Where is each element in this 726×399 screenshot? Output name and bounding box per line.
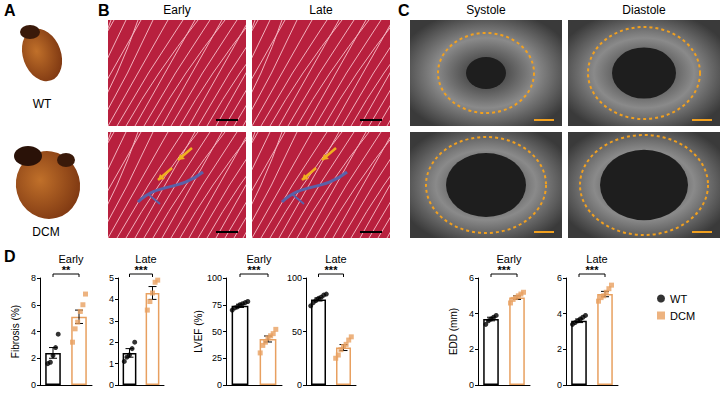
svg-text:2: 2 [109, 337, 114, 347]
svg-text:Systole: Systole [466, 3, 506, 17]
svg-text:Early: Early [163, 3, 190, 17]
svg-text:0: 0 [31, 380, 36, 390]
svg-text:50: 50 [292, 327, 302, 337]
svg-text:4: 4 [557, 309, 562, 319]
svg-text:***: *** [586, 264, 600, 276]
svg-text:A: A [4, 2, 16, 19]
svg-text:EDD (mm): EDD (mm) [448, 308, 459, 355]
svg-text:Late: Late [325, 253, 346, 265]
svg-text:Late: Late [309, 3, 333, 17]
svg-text:100: 100 [207, 273, 222, 283]
svg-text:WT: WT [670, 293, 687, 305]
svg-text:***: *** [498, 264, 512, 276]
svg-text:0: 0 [297, 380, 302, 390]
svg-text:100: 100 [287, 273, 302, 283]
svg-text:4: 4 [469, 309, 474, 319]
svg-text:5: 5 [109, 273, 114, 283]
svg-text:Early: Early [58, 253, 84, 265]
svg-text:***: *** [135, 264, 149, 276]
svg-text:Late: Late [135, 253, 156, 265]
html-text:D: D [4, 248, 16, 265]
svg-text:0: 0 [217, 380, 222, 390]
svg-text:3: 3 [109, 316, 114, 326]
svg-text:8: 8 [31, 273, 36, 283]
svg-text:50: 50 [212, 327, 222, 337]
svg-text:1: 1 [109, 359, 114, 369]
svg-text:6: 6 [31, 300, 36, 310]
svg-text:0: 0 [557, 380, 562, 390]
svg-text:DCM: DCM [670, 310, 695, 322]
svg-text:Diastole: Diastole [622, 3, 666, 17]
svg-text:2: 2 [31, 353, 36, 363]
svg-text:6: 6 [557, 273, 562, 283]
svg-text:4: 4 [31, 327, 36, 337]
svg-text:Early: Early [246, 253, 272, 265]
svg-text:25: 25 [212, 353, 222, 363]
svg-text:***: *** [325, 264, 339, 276]
svg-text:75: 75 [212, 300, 222, 310]
svg-text:6: 6 [469, 273, 474, 283]
svg-text:DCM: DCM [32, 225, 59, 239]
svg-text:LVEF (%): LVEF (%) [193, 310, 204, 353]
svg-text:2: 2 [469, 344, 474, 354]
svg-text:Early: Early [496, 253, 522, 265]
svg-text:4: 4 [109, 294, 114, 304]
svg-text:2: 2 [557, 344, 562, 354]
svg-text:0: 0 [469, 380, 474, 390]
svg-text:0: 0 [109, 380, 114, 390]
svg-text:Fibrosis (%): Fibrosis (%) [10, 305, 21, 358]
svg-text:***: *** [248, 264, 262, 276]
svg-text:B: B [98, 2, 110, 19]
svg-text:WT: WT [33, 97, 52, 111]
svg-text:Late: Late [586, 253, 607, 265]
svg-text:C: C [398, 2, 410, 19]
svg-text:**: ** [62, 264, 71, 276]
